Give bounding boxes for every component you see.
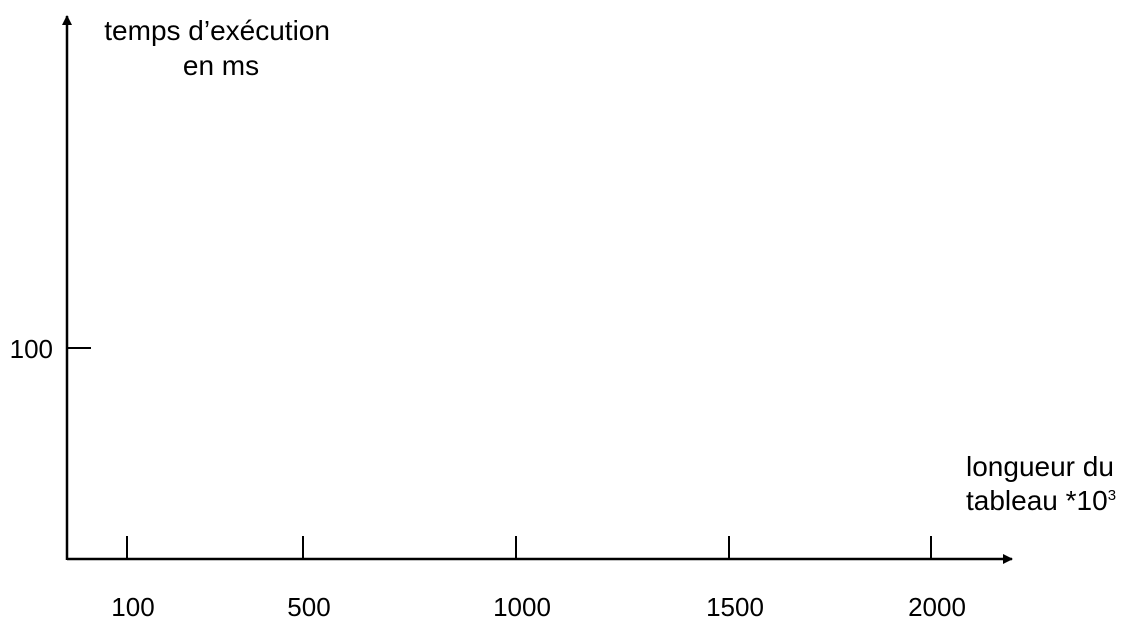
y-tick-label: 100 xyxy=(10,334,53,364)
x-axis-title-line-1: longueur du xyxy=(966,451,1114,482)
x-tick-label: 1500 xyxy=(706,592,764,622)
x-tick-label: 1000 xyxy=(493,592,551,622)
x-tick-label: 500 xyxy=(287,592,330,622)
x-axis-title: longueur du tableau *103 xyxy=(966,451,1122,516)
x-axis-title-superscript: 3 xyxy=(1108,487,1116,504)
x-axis-title-line-2: tableau *10 xyxy=(966,485,1108,516)
y-ticks: 100 xyxy=(10,334,91,364)
y-axis-title-line-1: temps d’exécution xyxy=(104,15,330,46)
y-axis-title-line-2: en ms xyxy=(183,50,259,81)
y-axis-title: temps d’exécution en ms xyxy=(104,15,337,81)
x-tick-label: 100 xyxy=(111,592,154,622)
x-ticks: 100 500 1000 1500 2000 xyxy=(111,536,966,622)
x-tick-label: 2000 xyxy=(908,592,966,622)
